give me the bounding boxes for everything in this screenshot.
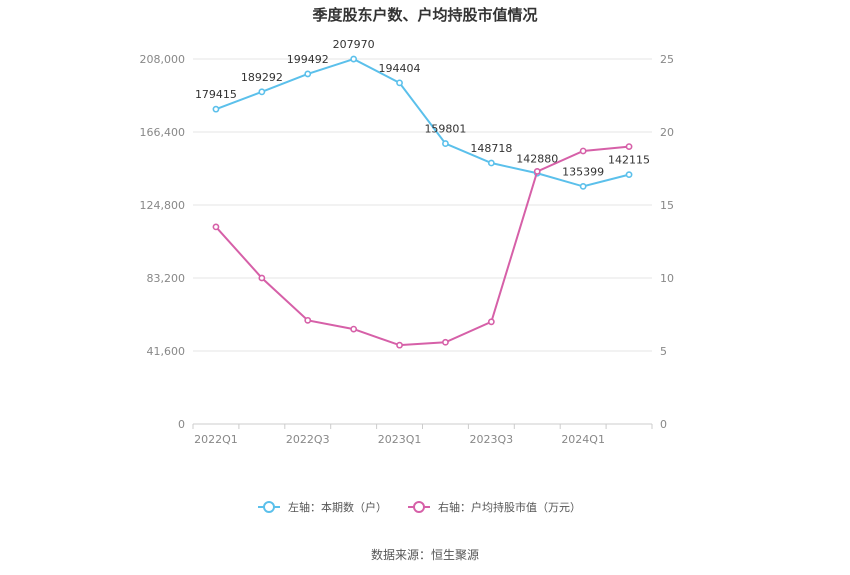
shareholder-count-point	[442, 140, 449, 147]
data-label: 207970	[333, 38, 375, 51]
avg-holding-value-point	[258, 274, 266, 282]
legend[interactable]: 左轴：本期数（户） 右轴：户均持股市值（万元）	[258, 500, 581, 514]
data-label: 148718	[470, 142, 512, 155]
avg-holding-value-point	[487, 318, 495, 326]
shareholder-count-point	[396, 79, 403, 87]
x-axis-tick-label: 2024Q1	[561, 433, 605, 446]
avg-holding-value-line	[215, 145, 630, 347]
shareholder-count-line	[215, 57, 630, 188]
left-axis-tick-label: 83,200	[147, 272, 186, 285]
axes: 0 0 41,600 5 83,200 10 124,800 15 166,400 20 208,0…	[140, 53, 675, 446]
legend-marker-icon	[263, 501, 275, 513]
data-label: 189292	[241, 71, 283, 84]
avg-holding-value-point	[625, 143, 633, 150]
data-label: 199492	[287, 53, 329, 66]
data-source-note: 数据来源：恒生聚源	[370, 548, 479, 562]
data-labels: 179415 189292 199492 207970 194404 159801 1487…	[195, 38, 650, 178]
left-axis-tick-label: 41,600	[147, 345, 186, 358]
avg-holding-value-point	[442, 338, 449, 346]
data-label: 135399	[562, 165, 604, 178]
left-axis-tick-label: 208,000	[140, 53, 186, 66]
shareholder-count-point	[625, 171, 633, 179]
grid-lines	[193, 58, 652, 352]
legend-marker-icon	[413, 501, 425, 513]
chart-title: 季度股东户数、户均持股市值情况	[312, 6, 538, 24]
legend-item-avg-holding-value[interactable]: 右轴：户均持股市值（万元）	[408, 500, 581, 514]
data-label: 179415	[195, 88, 237, 101]
x-axis-tick-label: 2023Q1	[378, 433, 422, 446]
avg-holding-value-point	[533, 168, 541, 175]
series-lines	[212, 55, 633, 349]
legend-item-shareholder-count[interactable]: 左轴：本期数（户）	[258, 500, 387, 514]
right-axis-tick-label: 10	[660, 272, 674, 285]
right-axis-tick-label: 15	[660, 199, 674, 212]
shareholder-count-point	[579, 183, 587, 190]
shareholder-count-point	[304, 70, 312, 78]
x-axis-tick-label: 2023Q3	[470, 433, 514, 446]
avg-holding-value-point	[579, 147, 587, 155]
data-label: 142115	[608, 154, 650, 167]
right-axis-tick-label: 20	[660, 126, 674, 139]
x-axis-tick-label: 2022Q3	[286, 433, 330, 446]
avg-holding-value-point	[350, 325, 358, 333]
data-label: 142880	[516, 152, 558, 165]
x-axis-tick-label: 2022Q1	[194, 433, 238, 446]
left-axis-tick-label: 124,800	[140, 199, 186, 212]
shareholder-count-point	[487, 159, 495, 167]
left-axis-tick-label: 0	[178, 418, 185, 431]
right-axis-tick-label: 25	[660, 53, 674, 66]
legend-label: 左轴：本期数（户）	[288, 500, 387, 514]
avg-holding-value-point	[396, 341, 403, 349]
right-axis-tick-label: 0	[660, 418, 667, 431]
data-label: 194404	[379, 62, 421, 75]
data-label: 159801	[424, 123, 466, 136]
left-axis-tick-label: 166,400	[140, 126, 186, 139]
legend-label: 右轴：户均持股市值（万元）	[438, 500, 581, 514]
shareholder-count-point	[258, 88, 266, 96]
avg-holding-value-point	[304, 316, 312, 324]
shareholder-count-point	[212, 105, 220, 113]
shareholder-count-point	[350, 55, 358, 63]
avg-holding-value-point	[212, 223, 220, 231]
right-axis-tick-label: 5	[660, 345, 667, 358]
